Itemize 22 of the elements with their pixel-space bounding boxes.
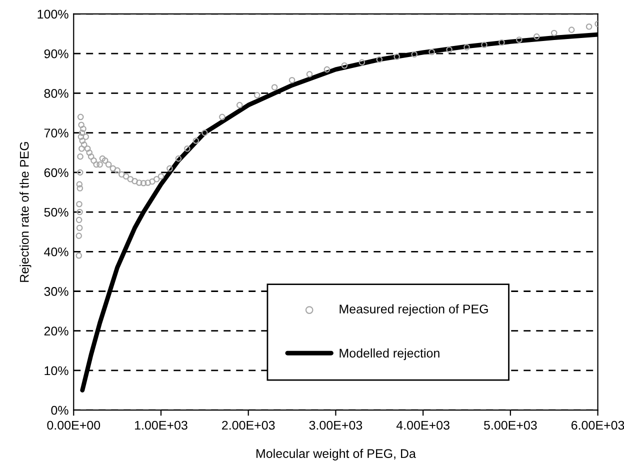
y-axis-title: Rejection rate of the PEG bbox=[20, 142, 32, 282]
legend-label: Modelled rejection bbox=[340, 348, 440, 360]
y-tick-label: 80% bbox=[44, 89, 68, 98]
x-tick-label: 2.00E+03 bbox=[222, 420, 275, 430]
y-tick-label: 90% bbox=[44, 49, 68, 58]
y-tick-label: 0% bbox=[51, 406, 68, 415]
x-axis-title: Molecular weight of PEG, Da bbox=[256, 448, 416, 460]
y-tick-label: 30% bbox=[44, 287, 68, 296]
x-tick-label: 1.00E+03 bbox=[135, 420, 188, 430]
legend-label: Measured rejection of PEG bbox=[340, 304, 488, 316]
y-tick-label: 60% bbox=[44, 168, 68, 178]
y-tick-label: 20% bbox=[44, 326, 68, 336]
y-tick-label: 100% bbox=[38, 10, 68, 19]
x-tick-label: 4.00E+03 bbox=[396, 420, 450, 430]
x-tick-label: 0.00E+00 bbox=[47, 420, 100, 430]
x-tick-label: 6.00E+03 bbox=[571, 420, 624, 430]
y-tick-label: 50% bbox=[44, 208, 68, 217]
y-tick-label: 40% bbox=[44, 247, 68, 256]
x-tick-label: 5.00E+03 bbox=[484, 420, 537, 430]
y-tick-label: 10% bbox=[44, 366, 68, 376]
y-tick-label: 70% bbox=[44, 128, 68, 138]
x-tick-label: 3.00E+03 bbox=[309, 420, 362, 430]
